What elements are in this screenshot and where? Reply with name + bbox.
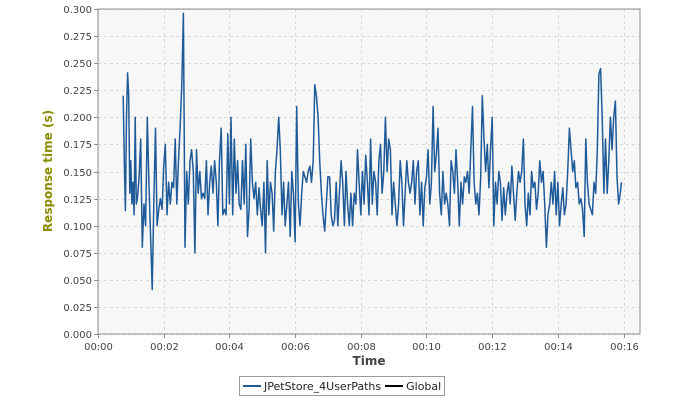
y-tick-label: 0.125 <box>63 195 92 206</box>
x-tick-label: 00:02 <box>150 342 179 353</box>
legend-item-jpetstore[interactable]: JPetStore_4UserPaths <box>243 380 381 393</box>
chart-legend: JPetStore_4UserPaths Global <box>239 376 445 396</box>
y-tick-label: 0.000 <box>63 330 92 341</box>
y-tick-label: 0.250 <box>63 59 92 70</box>
y-tick-label: 0.225 <box>63 86 92 97</box>
y-tick-label: 0.025 <box>63 303 92 314</box>
y-tick-label: 0.200 <box>63 113 92 124</box>
x-tick-label: 00:14 <box>544 342 573 353</box>
y-tick-label: 0.075 <box>63 249 92 260</box>
x-tick-label: 00:00 <box>84 342 113 353</box>
x-tick-label: 00:16 <box>610 342 639 353</box>
x-tick-label: 00:12 <box>478 342 507 353</box>
y-tick-label: 0.150 <box>63 168 92 179</box>
y-axis-title: Response time (s) <box>41 110 55 232</box>
x-tick-label: 00:08 <box>347 342 376 353</box>
x-axis-title: Time <box>353 354 386 368</box>
legend-label-global: Global <box>406 380 441 393</box>
x-tick-label: 00:10 <box>412 342 441 353</box>
y-tick-label: 0.300 <box>63 5 92 16</box>
legend-item-global[interactable]: Global <box>385 380 441 393</box>
x-tick-label: 00:04 <box>215 342 244 353</box>
legend-swatch-global <box>385 385 403 387</box>
x-tick-label: 00:06 <box>281 342 310 353</box>
y-axis: 0.000 0.025 0.050 0.075 0.100 0.125 0.150 0.175… <box>63 5 98 341</box>
y-tick-label: 0.275 <box>63 32 92 43</box>
legend-swatch-jpetstore <box>243 385 261 387</box>
y-tick-label: 0.050 <box>63 276 92 287</box>
y-tick-label: 0.100 <box>63 222 92 233</box>
legend-label-jpetstore: JPetStore_4UserPaths <box>264 380 381 393</box>
x-axis: 00:00 00:02 00:04 00:06 00:08 00:10 00:12 00:14… <box>84 334 639 353</box>
y-tick-label: 0.175 <box>63 140 92 151</box>
